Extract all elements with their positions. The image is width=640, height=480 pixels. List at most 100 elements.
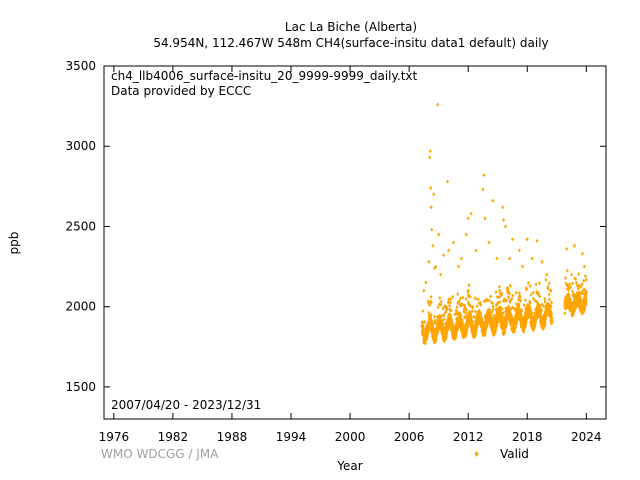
data-point (489, 294, 493, 299)
x-tick-label: 2006 (394, 430, 425, 444)
data-point (511, 293, 515, 298)
data-point (530, 311, 534, 316)
data-point (501, 311, 505, 316)
y-tick-label: 2000 (65, 300, 96, 314)
chart-subtitle: 54.954N, 112.467W 548m CH4(surface-insit… (153, 36, 548, 50)
x-tick-label: 1988 (217, 430, 248, 444)
data-point (428, 303, 432, 308)
data-point (422, 288, 426, 293)
data-point (528, 301, 532, 306)
data-point (427, 328, 431, 333)
data-point (439, 299, 443, 304)
data-point (517, 248, 521, 253)
data-point (544, 317, 548, 322)
x-tick-label: 1982 (158, 430, 189, 444)
data-point (485, 297, 489, 302)
data-point (475, 304, 479, 309)
data-point (428, 149, 432, 154)
legend-marker (474, 451, 479, 457)
data-point (465, 329, 469, 334)
data-point (571, 281, 575, 286)
data-point (582, 278, 586, 283)
x-axis-ticks: 1976 1982 1988 1994 2000 2006 2012 2018 2024 (99, 66, 602, 444)
data-point (544, 277, 548, 282)
data-point (523, 298, 527, 303)
data-point (584, 277, 588, 282)
data-point (512, 329, 516, 334)
data-point (456, 291, 460, 296)
data-point (433, 320, 437, 325)
data-point (497, 284, 501, 289)
data-point (547, 281, 551, 286)
data-point (574, 277, 578, 282)
data-point (482, 173, 486, 178)
data-point (500, 291, 504, 296)
data-point (522, 303, 526, 308)
data-point (429, 294, 433, 299)
data-point (584, 296, 588, 301)
x-tick-label: 2012 (453, 430, 484, 444)
data-point (498, 305, 502, 310)
data-point (574, 280, 578, 285)
data-point (547, 292, 551, 297)
data-point (449, 300, 453, 305)
data-point (583, 274, 587, 279)
data-point (434, 336, 438, 341)
data-point (439, 272, 443, 277)
data-point (449, 296, 453, 301)
data-point (550, 321, 554, 326)
data-point (451, 240, 455, 245)
data-point (469, 311, 473, 316)
data-point (532, 296, 536, 301)
data-point (580, 251, 584, 256)
data-point (570, 289, 574, 294)
data-point (535, 238, 539, 243)
data-point (518, 294, 522, 299)
data-point (470, 308, 474, 313)
data-point (543, 299, 547, 304)
data-point (467, 283, 471, 288)
data-point (517, 291, 521, 296)
data-point (441, 306, 445, 311)
data-point (579, 285, 583, 290)
data-point (526, 280, 530, 285)
plot-frame (103, 65, 607, 420)
data-point (446, 179, 450, 184)
annotation-file: ch4_llb4006_surface-insitu_20_9999-9999_… (111, 69, 418, 83)
data-point (430, 227, 434, 232)
data-point (500, 306, 504, 311)
data-point (491, 198, 495, 203)
data-point (550, 311, 554, 316)
date-range-label: 2007/04/20 - 2023/12/31 (111, 398, 261, 412)
data-point (540, 259, 544, 264)
data-point (471, 304, 475, 309)
data-point (436, 102, 440, 107)
data-point (439, 315, 443, 320)
data-point (543, 321, 547, 326)
x-tick-label: 2018 (512, 430, 543, 444)
data-point (427, 310, 431, 315)
annotation-provider: Data provided by ECCC (111, 84, 251, 98)
data-point (510, 237, 514, 242)
y-axis-ticks: 1500 2000 2500 3000 3500 (65, 59, 606, 394)
data-point (481, 187, 485, 192)
data-point (568, 297, 572, 302)
data-point (447, 248, 451, 253)
data-point (584, 290, 588, 295)
data-point (501, 205, 505, 210)
data-point (507, 295, 511, 300)
data-point (505, 298, 509, 303)
data-point (508, 256, 512, 261)
data-point (457, 299, 461, 304)
data-point (514, 301, 518, 306)
data-point (456, 264, 460, 269)
data-point (538, 294, 542, 299)
data-point (469, 211, 473, 216)
data-point (540, 308, 544, 313)
data-point (491, 304, 495, 309)
data-point (567, 287, 571, 292)
data-point (463, 305, 467, 310)
data-point (461, 295, 465, 300)
data-point (534, 282, 538, 287)
data-point (424, 280, 428, 285)
